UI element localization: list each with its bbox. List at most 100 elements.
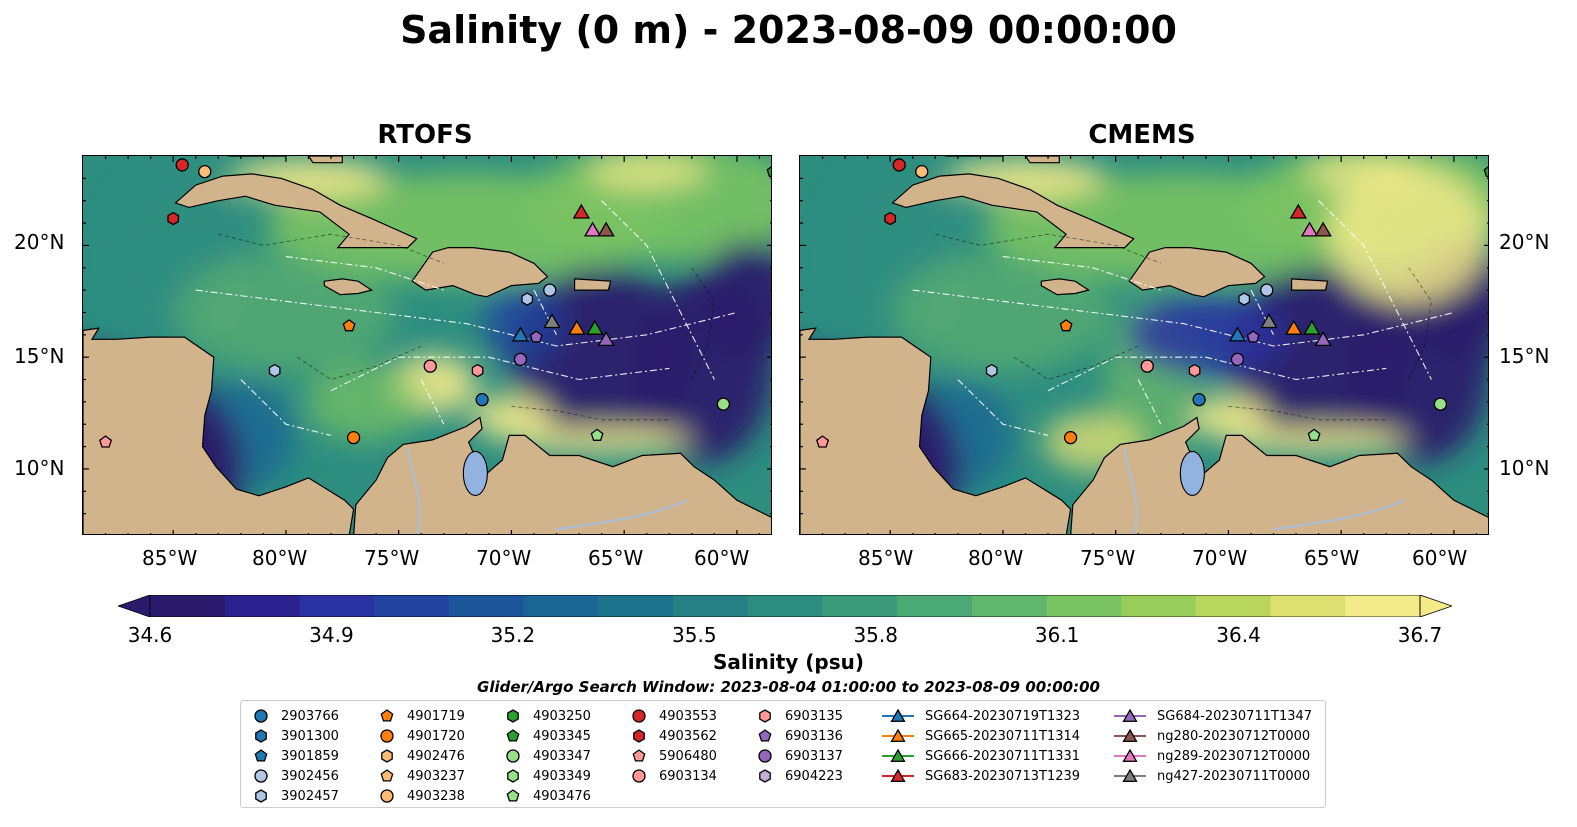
legend-entry: SG666-20230711T1331 [881,746,1080,766]
float-legend-icon [633,729,645,743]
colorbar-tick-label: 36.7 [1397,623,1443,647]
glider-marker [583,221,602,237]
float-legend-icon [506,749,520,763]
legend-label: 3901859 [281,748,339,764]
glider-marker [1260,313,1278,329]
hexagon-marker-icon [255,729,267,743]
lat-tick-15n-right: 15°N [1499,344,1550,368]
legend-entry: 4903562 [629,726,717,746]
legend-label: 6903137 [785,748,843,764]
legend-label: 4901719 [407,708,465,724]
circle-marker-icon [254,769,268,783]
legend-label: 4903345 [533,728,591,744]
pentagon-marker-icon [506,729,520,742]
map-rtofs [82,155,772,535]
legend-entry: 6904223 [755,766,843,786]
colorbar-tick-label: 35.5 [672,623,717,647]
glider-marker [1228,326,1247,342]
argo-float-marker [816,435,830,448]
glider-legend-icon [882,748,914,762]
colorbar-tick-label: 34.6 [127,623,173,647]
legend-entry: 4902476 [377,746,465,766]
lon-tick-80w-right: 80°W [968,546,1024,570]
legend-label: 4902476 [407,748,465,764]
lon-tick-65w-left: 65°W [588,546,644,570]
legend-label: 5906480 [659,748,717,764]
legend-label: SG666-20230711T1331 [925,748,1081,764]
glider-markers [1228,203,1332,347]
pentagon-marker-icon [632,749,646,762]
salinity-colorbar [118,595,1452,617]
landmass [83,156,771,534]
glider-marker [568,319,586,335]
float-legend-icon [759,709,771,723]
glider-marker [543,313,561,329]
lon-tick-60w-right: 60°W [1412,546,1468,570]
legend-entry: 4901719 [377,706,465,726]
glider-legend-icon [1114,728,1146,742]
argo-float-marker [268,363,281,378]
colorbar-tick-label: 36.1 [1034,623,1080,647]
argo-float-marker [1246,330,1260,343]
observation-markers [99,158,771,448]
river [1123,448,1138,534]
legend-entry: 4903349 [503,766,591,786]
legend-column: 2903766 3901300 3901859 3902456 3902457 [251,706,339,806]
glider-marker [572,203,591,219]
colorbar-segment [1121,595,1197,617]
glider-markers [511,203,615,347]
legend-entry: 6903134 [629,766,717,786]
argo-float-marker [915,164,929,179]
argo-float-marker [892,158,906,172]
argo-float-marker [1192,392,1206,407]
colorbar-label: Salinity (psu) [712,650,864,674]
legend-column: 4901719 4901720 4902476 4903237 4903238 [377,706,465,806]
argo-float-marker [766,166,771,178]
argo-float-marker [198,164,212,179]
colorbar-segment [971,595,1047,617]
legend-entry: 4903553 [629,706,717,726]
colorbar-extend-max [1419,595,1452,617]
legend-entry: 3901300 [251,726,339,746]
pentagon-marker-icon [758,729,772,742]
argo-float-marker [1059,319,1073,332]
lat-tick-10n-right: 10°N [1499,456,1550,480]
legend-column: 4903553 4903562 5906480 6903134 [629,706,717,786]
legend-entry: 3901859 [251,746,339,766]
legend-label: 4901720 [407,728,465,744]
colorbar-segment [150,595,226,617]
hexagon-marker-icon [507,769,519,783]
argo-float-marker [99,435,113,448]
circle-marker-icon [506,749,520,763]
glider-legend-icon [882,728,914,742]
legend-label: 3902456 [281,768,339,784]
colorbar-tick-label: 34.9 [309,623,354,647]
map-cmems [799,155,1489,535]
argo-float-marker [529,330,543,343]
legend-entry: 3902457 [251,786,339,806]
lat-tick-10n-left: 10°N [14,456,65,480]
float-legend-icon [255,789,267,803]
triangle-marker-icon [1122,728,1138,742]
argo-float-marker [423,359,437,373]
float-legend-icon [507,769,519,783]
legend-label: 6904223 [785,768,843,784]
legend-entry: 6903136 [755,726,843,746]
legend-entry: 4903476 [503,786,591,806]
pentagon-marker-icon [254,749,268,762]
legend-label: 6903136 [785,728,843,744]
legend-label: SG683-20230713T1239 [925,768,1081,784]
legend-label: 2903766 [281,708,339,724]
legend-entry: ng289-20230712T0000 [1113,746,1312,766]
triangle-marker-icon [890,768,906,782]
glider-legend-icon [1114,748,1146,762]
float-legend-icon [380,789,394,803]
legend-label: 4903476 [533,788,591,804]
river [556,499,688,531]
float-legend-icon [254,709,268,723]
triangle-marker-icon [1122,768,1138,782]
colorbar-tick-label: 36.4 [1216,623,1261,647]
float-legend-icon [380,729,394,743]
legend-entry: 4903347 [503,746,591,766]
hexagon-marker-icon [759,769,771,783]
